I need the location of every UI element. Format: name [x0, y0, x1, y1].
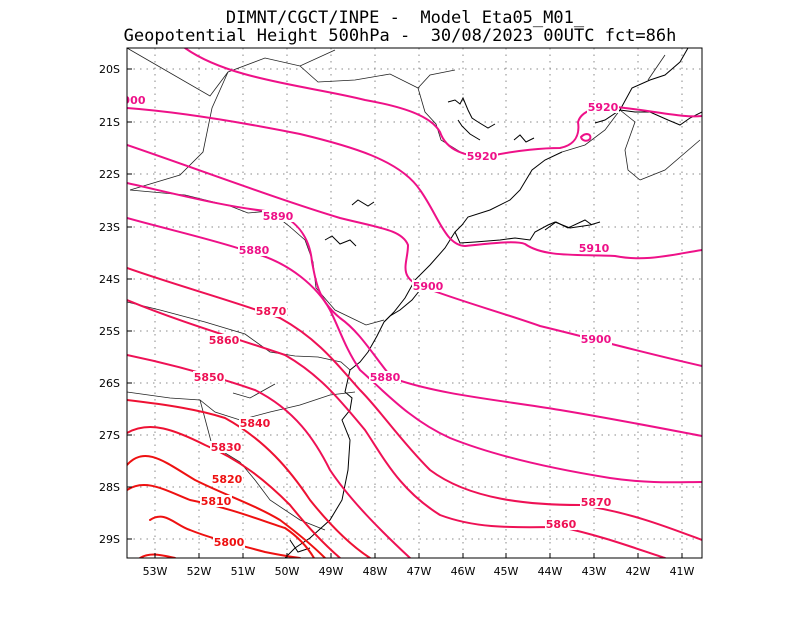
lon-tick-label: 48W [363, 565, 388, 578]
lon-tick-label: 49W [319, 565, 344, 578]
contour-5910 [127, 107, 702, 260]
contour-label-5920: 5920 [588, 101, 619, 114]
lat-tick-label: 22S [99, 168, 120, 181]
contour-label-5880: 5880 [239, 244, 270, 257]
axis-ticks [127, 68, 683, 558]
chart-title-line1: DIMNT/CGCT/INPE - Model Eta05_M01_ [225, 8, 585, 28]
contour-label-background [580, 496, 612, 508]
contour-label-background [213, 536, 245, 548]
latitude-labels: 20S 21S 22S 23S 24S 25S 26S 27S 28S 29S [99, 63, 120, 546]
contour-label-background [239, 417, 271, 429]
lat-tick-label: 27S [99, 429, 120, 442]
lon-tick-label: 42W [626, 565, 651, 578]
contour-5890 [127, 182, 702, 437]
contour-labels: 5920 5920 900 5910 5900 5900 5890 5880 5880 5870 5… [123, 94, 619, 549]
contour-label-5820: 5820 [212, 473, 243, 486]
contour-label-background [200, 495, 232, 507]
contour-label-background [208, 334, 240, 346]
contour-label-background [412, 280, 444, 292]
contour-label-background [238, 244, 270, 256]
contour-label-5870: 5870 [256, 305, 287, 318]
contour-5850 [127, 354, 411, 558]
lon-tick-label: 52W [187, 565, 212, 578]
state-borders [127, 48, 701, 531]
contour-label-background [127, 94, 147, 106]
lat-tick-label: 24S [99, 273, 120, 286]
contour-label-5810: 5810 [201, 495, 232, 508]
longitude-labels: 53W 52W 51W 50W 49W 48W 47W 46W 45W 44W 43W 42W 41W [143, 565, 695, 578]
contour-label-background [369, 371, 401, 383]
contour-5900 [127, 144, 702, 367]
graticule-grid [127, 48, 702, 558]
contour-5920-closed-loop [580, 133, 592, 142]
lat-tick-label: 25S [99, 325, 120, 338]
contour-5830 [127, 426, 341, 558]
contour-label-5870: 5870 [581, 496, 612, 509]
contour-label-background [466, 150, 498, 162]
contour-label-5890: 5890 [263, 210, 294, 223]
contour-label-background [193, 371, 225, 383]
contour-label-background [210, 441, 242, 453]
contour-label-5900: 5900 [413, 280, 444, 293]
lon-tick-label: 46W [451, 565, 476, 578]
contour-label-5800: 5800 [214, 536, 245, 549]
contour-5810 [127, 484, 315, 558]
contour-label-5860: 5860 [209, 334, 240, 347]
chart-title-line2: Geopotential Height 500hPa - 30/08/2023 … [123, 26, 677, 46]
lon-tick-label: 41W [670, 565, 695, 578]
contour-label-5830: 5830 [211, 441, 242, 454]
contour-label-background [587, 101, 619, 113]
lat-tick-label: 26S [99, 377, 120, 390]
contour-5840 [127, 399, 371, 558]
lon-tick-label: 51W [231, 565, 256, 578]
lon-tick-label: 43W [582, 565, 607, 578]
contour-label-5860: 5860 [546, 518, 577, 531]
contour-label-5920: 5920 [467, 150, 498, 163]
lon-tick-label: 45W [494, 565, 519, 578]
map-area: 5920 5920 900 5910 5900 5900 5890 5880 5880 5870 5… [123, 48, 702, 558]
lat-tick-label: 20S [99, 63, 120, 76]
lon-tick-label: 50W [275, 565, 300, 578]
contour-label-background [211, 473, 243, 485]
contour-label-background [262, 210, 294, 222]
lat-tick-label: 23S [99, 221, 120, 234]
lon-tick-label: 47W [407, 565, 432, 578]
contour-label-900: 900 [123, 94, 146, 107]
contour-label-5850: 5850 [194, 371, 225, 384]
lat-tick-label: 29S [99, 533, 120, 546]
contour-label-5880: 5880 [370, 371, 401, 384]
map-frame [126, 47, 703, 559]
contour-label-5900: 5900 [581, 333, 612, 346]
reservoirs [324, 96, 593, 247]
contour-label-background [255, 305, 287, 317]
contour-label-5910: 5910 [579, 242, 610, 255]
coastline [284, 48, 702, 558]
lon-tick-label: 53W [143, 565, 168, 578]
contour-label-5840: 5840 [240, 417, 271, 430]
lat-tick-label: 21S [99, 116, 120, 129]
contour-label-background [545, 518, 577, 530]
lat-tick-label: 28S [99, 481, 120, 494]
contour-5790 [139, 553, 176, 558]
contour-label-background [578, 242, 610, 254]
lon-tick-label: 44W [538, 565, 563, 578]
contour-label-background [580, 333, 612, 345]
